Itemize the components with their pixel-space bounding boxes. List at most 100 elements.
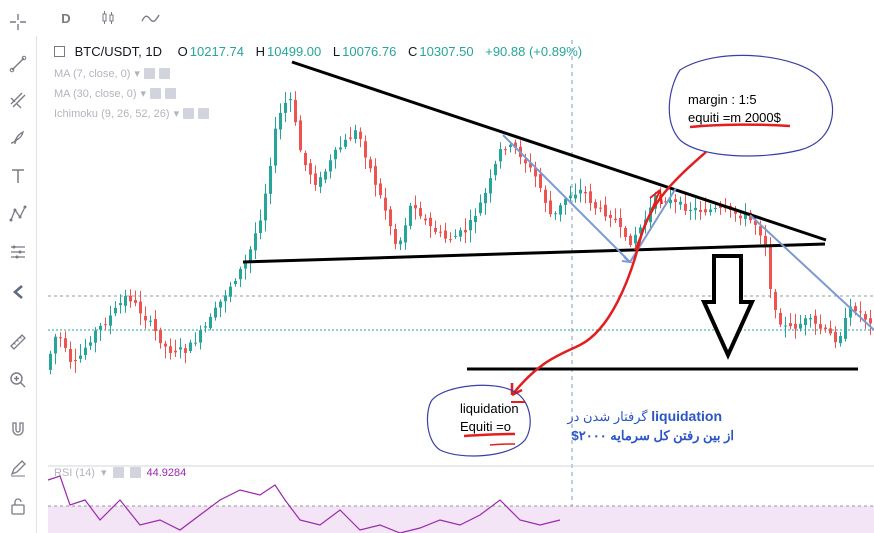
candle-body [594,202,597,209]
margin-bubble [668,54,834,157]
candle-body [114,307,117,314]
blue-trendline-1[interactable] [502,134,631,263]
candle-body [584,191,587,194]
candle-body [224,295,227,302]
candle-body [454,235,457,237]
candle-body [174,350,177,353]
equity-text: equiti =m 2000$ [688,110,781,125]
indicator-ma30[interactable]: MA (30, close, 0) ▾ [54,87,177,100]
trendline-icon[interactable] [6,52,30,76]
brush-icon[interactable] [6,126,30,150]
close-icon[interactable] [158,68,170,79]
settings-icon[interactable] [150,88,162,99]
open-value: 10217.74 [189,44,245,59]
candle-body [679,201,682,205]
interval-button[interactable]: D [61,10,71,26]
magnet-icon[interactable] [6,418,30,442]
candle-body [814,315,817,324]
candle-body [569,195,572,199]
candle-body [124,296,127,306]
indicator-ma7[interactable]: MA (7, close, 0) ▾ [54,67,170,80]
lock-pencil-icon[interactable] [6,456,30,480]
liquidation-text: liquidation [460,401,519,416]
low-value: 10076.76 [342,44,397,59]
indicator-label: Ichimoku (9, 26, 52, 26) [54,107,170,120]
candle-body [164,343,167,347]
back-arrow-icon[interactable] [6,280,30,304]
candle-body [704,209,707,213]
candle-body [99,325,102,330]
candle-body [239,268,242,280]
candle-body [134,300,137,303]
candle-body [549,200,552,215]
close-icon[interactable] [198,108,210,119]
candle-body [434,227,437,232]
persian-caught-in: گرفتار شدن در [567,409,648,424]
candle-body [204,326,207,328]
candle-body [554,213,557,215]
candle-body [589,191,592,204]
candle-body [639,227,642,234]
candle-body [399,240,402,245]
candle-body [199,330,202,343]
symbol-label[interactable]: BTC/USDT, 1D [74,44,163,59]
candle-body [854,306,857,312]
candle-body [414,205,417,209]
candle-body [614,218,617,221]
candle-body [349,137,352,139]
dropdown-icon[interactable]: ▾ [140,88,147,100]
candle-body [119,303,122,306]
candle-body [189,342,192,351]
indicator-ichimoku[interactable]: Ichimoku (9, 26, 52, 26) ▾ [54,107,210,120]
dropdown-icon[interactable]: ▾ [134,68,140,80]
candle-body [219,301,222,308]
blue-trendline-2[interactable] [749,214,874,331]
candle-body [374,166,377,185]
candle-body [534,168,537,177]
candle-body [804,318,807,326]
candle-body [539,174,542,188]
equity-underline [689,123,791,129]
crosshair-icon[interactable] [6,10,30,34]
candle-body [864,314,867,320]
candle-body [274,128,277,166]
candle-body [144,315,147,321]
candle-body [289,98,292,101]
candle-body [634,234,637,244]
dropdown-icon[interactable]: ▾ [100,467,107,479]
settings-icon[interactable] [112,467,124,478]
collapse-icon[interactable] [54,46,65,57]
candle-body [829,328,832,334]
candle-body [469,220,472,231]
text-icon[interactable] [6,164,30,188]
close-icon[interactable] [129,467,141,478]
candle-body [59,337,62,339]
rsi-band [48,506,874,533]
dropdown-icon[interactable]: ▾ [173,108,180,120]
settings-icon[interactable] [143,68,155,79]
measure-icon[interactable] [6,240,30,264]
candle-body [524,159,527,164]
candle-body [799,323,802,329]
settings-icon[interactable] [183,108,195,119]
candle-body [849,306,852,318]
rsi-legend[interactable]: RSI (14) ▾ 44.9284 [54,466,186,480]
candle-body [674,199,677,202]
candle-body [129,295,132,302]
lock-icon[interactable] [6,494,30,518]
candle-body [869,318,872,324]
price-chart[interactable] [36,36,874,533]
line-icon[interactable] [140,8,162,28]
candle-body [564,198,567,205]
zoom-icon[interactable] [6,368,30,392]
support-line[interactable] [242,242,826,264]
candle-body [54,336,57,354]
high-value: 10499.00 [267,44,322,59]
descending-trendline[interactable] [291,60,827,242]
close-icon[interactable] [165,88,177,99]
pattern-icon[interactable] [6,202,30,226]
left-drawing-toolbar [0,0,37,533]
fib-icon[interactable] [6,88,30,112]
candlestick-icon[interactable] [98,8,118,28]
ruler-icon[interactable] [6,330,30,354]
